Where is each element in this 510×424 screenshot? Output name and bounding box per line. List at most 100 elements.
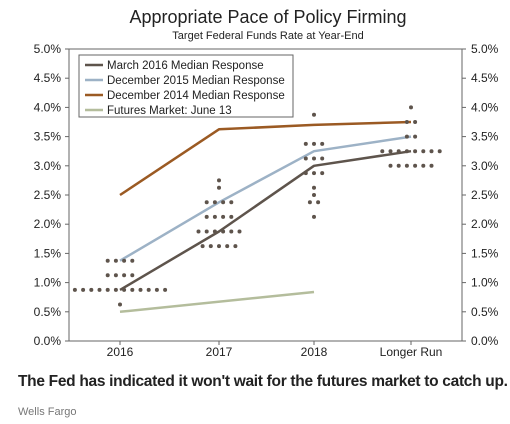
chart-title: Appropriate Pace of Policy Firming [129,7,406,27]
x-tick-label: 2018 [301,345,328,359]
fomc-dot [221,214,226,219]
fomc-dot [312,171,316,176]
fomc-dot [81,287,86,292]
y-tick-label-right: 3.5% [471,130,499,144]
fomc-dot [380,149,385,154]
y-tick-label-right: 2.0% [471,217,499,231]
fomc-dot [421,149,426,154]
legend-label: December 2015 Median Response [107,75,285,87]
fomc-dot [404,134,409,139]
fomc-dot [163,287,168,292]
fomc-dot [413,134,418,139]
fomc-dot [208,244,213,249]
fomc-dot [413,163,418,168]
x-tick-label: 2016 [107,345,134,359]
fomc-dot [303,141,308,146]
y-tick-label-right: 4.0% [471,100,499,114]
fomc-dot [212,200,217,205]
fomc-dot [421,163,426,168]
fomc-dot [217,244,221,249]
y-tick-label-left: 3.0% [34,159,62,173]
fomc-dot [122,258,127,263]
y-tick-label-left: 2.0% [34,217,62,231]
y-axes: 0.0% 0.0% 0.5% 0.5% 1.0% 1.0% 1.5% 1.5% 2.0% 2.0%… [34,42,499,348]
y-tick-label-right: 5.0% [471,42,499,56]
fomc-dot [237,229,242,234]
caption: The Fed has indicated it won't wait for … [18,373,508,390]
fomc-dot [204,229,209,234]
fomc-dot [130,287,135,292]
fomc-dot [212,229,217,234]
series-line [119,290,315,314]
x-tick-label: 2017 [206,345,233,359]
fomc-dot [320,156,325,161]
fomc-dot [388,149,393,154]
fomc-dot [72,287,77,292]
y-tick-label-right: 4.5% [471,71,499,85]
fomc-dot [130,273,135,278]
y-tick-label-right: 1.0% [471,276,499,290]
legend-label: Futures Market: June 13 [107,105,232,117]
fomc-dot [217,185,221,190]
fomc-dot [320,171,325,176]
fomc-dot [312,112,316,117]
fomc-dot [113,258,118,263]
fomc-dot [409,105,413,110]
fomc-dot [122,273,127,278]
fomc-dot [204,214,209,219]
y-tick-label-right: 3.0% [471,159,499,173]
fomc-dot [196,229,201,234]
fomc-dot [118,302,122,307]
fomc-dot [307,200,312,205]
legend-label: March 2016 Median Response [107,60,264,72]
fomc-dot [312,214,316,219]
fomc-dot [105,287,110,292]
fomc-dot [113,287,118,292]
y-tick-label-right: 0.0% [471,334,499,348]
y-tick-label-left: 2.5% [34,188,62,202]
fomc-dot [212,214,217,219]
fomc-dot [204,200,209,205]
x-axis: 2016 2017 2018 Longer Run [107,341,443,359]
chart: Appropriate Pace of Policy Firming Targe… [34,7,499,359]
fomc-dot [122,287,127,292]
fomc-dot [146,287,151,292]
fomc-dot [154,287,159,292]
series-lines [119,120,412,314]
fomc-dot [217,178,221,183]
fomc-dot [320,141,325,146]
fomc-dot [229,214,234,219]
fomc-dot [229,229,234,234]
fomc-dot [312,185,316,190]
y-tick-label-left: 3.5% [34,130,62,144]
legend: March 2016 Median Response December 2015 … [78,54,294,118]
fomc-dot [97,287,102,292]
fomc-dot [138,287,143,292]
series-line [119,120,412,197]
fomc-dot [429,163,434,168]
fomc-dot [105,258,110,263]
fomc-dot [437,149,442,154]
y-tick-label-left: 5.0% [34,42,62,56]
fomc-dot [221,200,226,205]
fomc-dot [413,149,418,154]
fomc-dot [200,244,205,249]
fomc-dot [312,193,316,197]
series-line [119,135,412,262]
series-line [119,149,412,291]
x-tick-label: Longer Run [380,345,443,359]
fomc-dot [89,287,94,292]
fomc-dots [72,105,442,307]
fomc-dot [130,258,135,263]
fomc-dot [396,163,401,168]
y-tick-label-left: 1.0% [34,276,62,290]
fomc-dot [312,141,316,146]
fomc-dot [316,200,321,205]
fomc-dot [303,156,308,161]
fomc-dot [303,171,308,176]
fomc-dot [396,149,401,154]
fomc-dot [312,156,316,161]
chart-subtitle: Target Federal Funds Rate at Year-End [172,30,363,42]
fomc-dot [388,163,393,168]
fomc-dot [413,120,418,124]
